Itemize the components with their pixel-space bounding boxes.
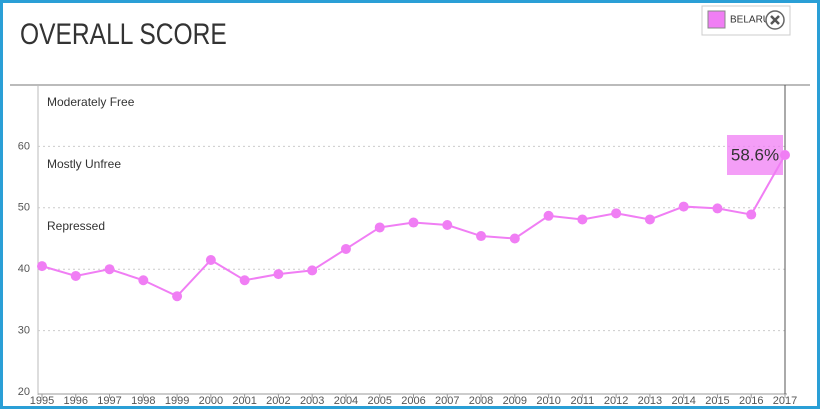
- data-point: [172, 291, 183, 302]
- x-tick-label: 1999: [165, 395, 189, 407]
- data-point: [543, 210, 554, 221]
- value-label-box: [727, 134, 783, 175]
- data-point: [340, 243, 351, 254]
- data-point: [509, 233, 520, 244]
- y-tick-label: 30: [18, 325, 30, 337]
- data-point: [644, 214, 655, 225]
- x-tick-label: 2002: [266, 395, 290, 407]
- data-point: [307, 265, 318, 276]
- data-point: [37, 261, 47, 272]
- x-tick-label: 2012: [604, 395, 628, 407]
- band-label: Mostly Unfree: [47, 157, 121, 171]
- x-tick-label: 1998: [131, 395, 155, 407]
- legend-label: BELARUS: [730, 15, 777, 26]
- x-tick-label: 2017: [773, 395, 797, 407]
- close-button[interactable]: [765, 10, 785, 30]
- data-point: [746, 209, 757, 220]
- data-point: [138, 275, 149, 286]
- y-tick-label: 60: [18, 140, 30, 152]
- x-tick-label: 2011: [571, 395, 595, 407]
- x-tick-label: 2014: [671, 395, 695, 407]
- x-tick-label: 2000: [199, 395, 223, 407]
- data-point: [476, 231, 487, 242]
- data-point: [611, 208, 622, 219]
- x-tick-label: 2008: [469, 395, 493, 407]
- data-point: [273, 269, 284, 280]
- x-tick-label: 1996: [64, 395, 88, 407]
- data-point: [239, 275, 250, 286]
- data-point: [442, 219, 453, 230]
- band-label: Moderately Free: [47, 95, 135, 109]
- x-tick-label: 2007: [435, 395, 459, 407]
- x-tick-label: 2003: [300, 395, 324, 407]
- value-label: 58.6%: [731, 145, 779, 164]
- data-point: [678, 201, 689, 212]
- y-tick-label: 20: [18, 386, 30, 398]
- chart-title: OVERALL SCORE: [20, 17, 227, 51]
- data-point: [712, 203, 723, 214]
- x-tick-label: 1997: [97, 395, 121, 407]
- x-tick-label: 2001: [232, 395, 256, 407]
- x-tick-label: 2005: [367, 395, 391, 407]
- data-point: [70, 270, 81, 281]
- data-point: [408, 217, 419, 228]
- data-point: [104, 264, 115, 275]
- x-tick-label: 2009: [503, 395, 527, 407]
- x-tick-label: 1995: [30, 395, 54, 407]
- x-tick-label: 2010: [536, 395, 560, 407]
- y-tick-label: 40: [18, 263, 30, 275]
- legend: BELARUS: [701, 5, 791, 36]
- data-point: [577, 214, 588, 225]
- x-tick-label: 2006: [401, 395, 425, 407]
- y-tick-label: 50: [18, 202, 30, 214]
- x-tick-label: 2015: [705, 395, 729, 407]
- band-label: Repressed: [47, 219, 105, 233]
- x-tick-label: 2004: [334, 395, 358, 407]
- data-point: [374, 222, 385, 233]
- data-point: [205, 254, 216, 265]
- legend-swatch: [707, 10, 726, 29]
- x-tick-label: 2013: [638, 395, 662, 407]
- x-tick-label: 2016: [739, 395, 763, 407]
